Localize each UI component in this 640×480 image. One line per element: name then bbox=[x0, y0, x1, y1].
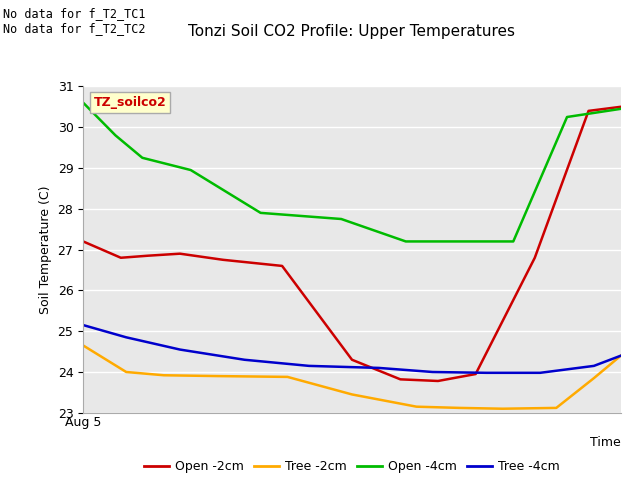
Open -4cm bbox=[402, 239, 410, 244]
Open -4cm bbox=[456, 239, 463, 244]
Text: No data for f_T2_TC2: No data for f_T2_TC2 bbox=[3, 22, 146, 35]
Open -2cm bbox=[79, 239, 87, 244]
Y-axis label: Soil Temperature (C): Soil Temperature (C) bbox=[39, 185, 52, 314]
Tree -4cm bbox=[305, 363, 313, 369]
Open -2cm bbox=[472, 371, 479, 377]
Open -2cm bbox=[219, 257, 227, 263]
Tree -2cm bbox=[214, 373, 221, 379]
Tree -4cm bbox=[617, 353, 625, 359]
Tree -2cm bbox=[122, 369, 130, 375]
Open -4cm bbox=[138, 155, 146, 161]
Tree -4cm bbox=[536, 370, 544, 376]
Tree -2cm bbox=[552, 405, 560, 411]
Tree -2cm bbox=[456, 405, 463, 411]
Text: No data for f_T2_TC1: No data for f_T2_TC1 bbox=[3, 7, 146, 20]
Tree -2cm bbox=[348, 392, 356, 397]
Tree -2cm bbox=[79, 343, 87, 348]
Open -4cm bbox=[563, 114, 571, 120]
Open -2cm bbox=[434, 378, 442, 384]
Open -2cm bbox=[278, 263, 286, 269]
Open -2cm bbox=[117, 255, 125, 261]
Text: TZ_soilco2: TZ_soilco2 bbox=[94, 96, 166, 109]
Text: Time: Time bbox=[590, 436, 621, 449]
Tree -4cm bbox=[241, 357, 248, 362]
Open -2cm bbox=[397, 376, 404, 382]
Open -2cm bbox=[144, 253, 152, 259]
Open -4cm bbox=[187, 167, 195, 173]
Tree -2cm bbox=[413, 404, 420, 409]
Open -2cm bbox=[348, 357, 356, 362]
Open -4cm bbox=[79, 100, 87, 106]
Tree -4cm bbox=[375, 365, 383, 371]
Line: Tree -4cm: Tree -4cm bbox=[83, 325, 621, 373]
Open -4cm bbox=[257, 210, 264, 216]
Line: Tree -2cm: Tree -2cm bbox=[83, 346, 621, 408]
Open -4cm bbox=[111, 132, 119, 138]
Open -4cm bbox=[509, 239, 517, 244]
Tree -2cm bbox=[617, 353, 625, 359]
Tree -4cm bbox=[429, 369, 436, 375]
Tree -4cm bbox=[483, 370, 490, 376]
Open -2cm bbox=[617, 104, 625, 109]
Text: Tonzi Soil CO2 Profile: Upper Temperatures: Tonzi Soil CO2 Profile: Upper Temperatur… bbox=[189, 24, 515, 39]
Tree -4cm bbox=[176, 347, 184, 352]
Tree -2cm bbox=[160, 372, 168, 378]
Open -4cm bbox=[617, 106, 625, 112]
Tree -4cm bbox=[79, 322, 87, 328]
Tree -2cm bbox=[590, 375, 598, 381]
Open -2cm bbox=[531, 255, 539, 261]
Open -2cm bbox=[176, 251, 184, 257]
Tree -4cm bbox=[122, 335, 130, 340]
Line: Open -2cm: Open -2cm bbox=[83, 107, 621, 381]
Tree -4cm bbox=[590, 363, 598, 369]
Line: Open -4cm: Open -4cm bbox=[83, 103, 621, 241]
Tree -2cm bbox=[284, 374, 291, 380]
Open -4cm bbox=[337, 216, 345, 222]
Open -2cm bbox=[585, 108, 593, 114]
Legend: Open -2cm, Tree -2cm, Open -4cm, Tree -4cm: Open -2cm, Tree -2cm, Open -4cm, Tree -4… bbox=[139, 455, 565, 478]
Tree -2cm bbox=[499, 406, 506, 411]
